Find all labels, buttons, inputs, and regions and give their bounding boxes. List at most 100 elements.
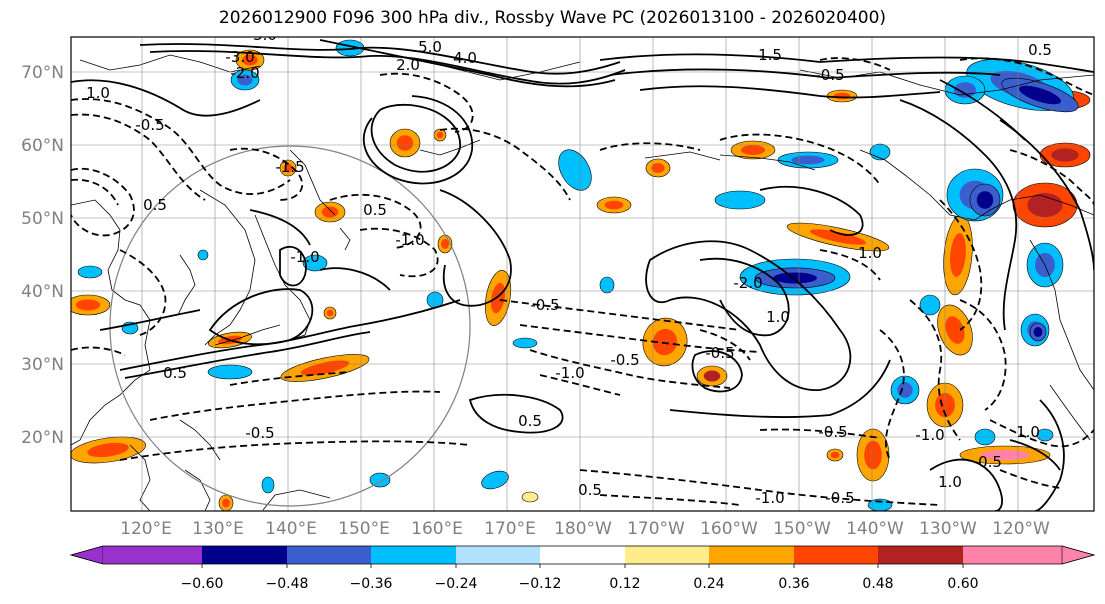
lon-label: 170°E: [484, 519, 536, 539]
divergence-blob-core: [950, 233, 966, 277]
map-frame: [70, 36, 1095, 512]
colorbar-tick-label: 0.36: [778, 576, 809, 592]
colorbar-tick-label: 0.12: [609, 576, 640, 592]
divergence-blob-core: [873, 501, 887, 509]
divergence-blob-core: [651, 163, 665, 173]
lon-label: 120°W: [992, 519, 1050, 539]
lat-label: 40°N: [21, 282, 64, 302]
divergence-blob-core: [604, 200, 624, 210]
divergence-blob-core: [945, 316, 965, 344]
contour-label: -0.5: [530, 296, 559, 314]
contour-label: 0.5: [363, 201, 387, 219]
latitude-labels: 70°N 60°N 50°N 40°N 30°N 20°N: [21, 63, 64, 448]
divergence-blob-core: [200, 252, 206, 258]
contour-label: 0.5: [978, 453, 1002, 471]
divergence-blob-core: [703, 370, 721, 382]
contour-label: -1.5: [275, 158, 304, 176]
lon-label: 160°E: [411, 519, 463, 539]
colorbar-tick-label: −0.36: [350, 576, 393, 592]
divergence-blob-core: [83, 268, 97, 276]
lat-label: 20°N: [21, 428, 64, 448]
divergence-blob-core: [652, 328, 678, 356]
contour-label: -1.0: [915, 426, 944, 444]
colorbar-labels: −0.60 −0.48 −0.36 −0.24 −0.12 0.12 0.24 …: [181, 576, 979, 592]
lon-label: 120°E: [120, 519, 172, 539]
divergence-blob-core: [308, 258, 322, 268]
contour-label: -0.5: [135, 116, 164, 134]
divergence-blob-core: [525, 494, 535, 500]
divergence-blob-core: [326, 309, 334, 317]
colorbar-segment: [202, 546, 287, 564]
colorbar-segment: [103, 546, 202, 564]
divergence-blob-core: [874, 147, 886, 157]
divergence-blob-core: [1018, 85, 1062, 105]
lon-label: 180°W: [554, 519, 612, 539]
lon-label: 150°E: [338, 519, 390, 539]
contour-label: -0.5: [825, 489, 854, 507]
colorbar-extend-max: [1061, 545, 1096, 565]
colorbar-segment: [287, 546, 371, 564]
map-content: 5.04.02.01.0-1.5-0.50.5-1.03.0-3.0-2.01.…: [71, 26, 1094, 511]
colorbar-segment: [709, 546, 794, 564]
divergence-blob-core: [222, 498, 230, 508]
divergence-blob-core: [565, 158, 585, 182]
contour-label: 0.5: [518, 412, 542, 430]
contour-label: 1.0: [1016, 423, 1040, 441]
contour-label: 0.5: [163, 364, 187, 382]
divergence-blob-core: [436, 131, 444, 139]
divergence-blob-core: [321, 206, 339, 218]
contour-label: -1.0: [290, 248, 319, 266]
colorbar-tick-label: −0.48: [266, 576, 309, 592]
divergence-blob-core: [726, 195, 754, 205]
divergence-blob-core: [897, 382, 913, 398]
longitude-labels: 120°E 130°E 140°E 150°E 160°E 170°E 180°…: [120, 519, 1050, 539]
contour-label: -1.0: [555, 364, 584, 382]
divergence-blob-core: [740, 145, 766, 155]
divergence-blob-core: [1033, 327, 1043, 337]
divergence-blob-core: [1027, 192, 1063, 218]
divergence-blob-core: [242, 54, 258, 66]
divergence-blob-core: [490, 282, 506, 314]
divergence-blob-core: [518, 340, 532, 346]
contour-label: 4.0: [453, 49, 477, 67]
reference-circle: [109, 145, 471, 507]
contour-label: 1.0: [858, 244, 882, 262]
contour-label: 2.0: [396, 56, 420, 74]
lon-label: 140°W: [846, 519, 904, 539]
colorbar-tick-label: −0.12: [519, 576, 562, 592]
lon-label: 160°W: [700, 519, 758, 539]
contour-label: -2.0: [733, 274, 762, 292]
divergence-blob-core: [75, 299, 101, 311]
divergence-blob-core: [374, 476, 386, 484]
contour-label: 1.0: [86, 84, 110, 102]
lat-label: 70°N: [21, 63, 64, 83]
contour-label: -1.0: [755, 489, 784, 507]
contour-label: -0.5: [705, 344, 734, 362]
divergence-blob-core: [487, 475, 503, 485]
divergence-blob-core: [791, 155, 825, 165]
colorbar-segment: [878, 546, 963, 564]
contour-label: 1.5: [758, 46, 782, 64]
divergence-blob-core: [264, 480, 272, 490]
divergence-blob-core: [830, 451, 840, 459]
divergence-blob-core: [1040, 431, 1050, 439]
contour-label: 0.5: [143, 196, 167, 214]
colorbar-tick-label: 0.60: [947, 576, 978, 592]
divergence-blob-core: [441, 239, 449, 249]
colorbar-segment: [963, 546, 1062, 564]
lon-label: 170°W: [627, 519, 685, 539]
lon-label: 130°E: [192, 519, 244, 539]
divergence-blob-core: [217, 368, 243, 376]
contour-label: 3.0: [253, 26, 277, 44]
divergence-blob-core: [864, 440, 882, 470]
map-area: [71, 37, 1094, 511]
lat-label: 50°N: [21, 209, 64, 229]
lon-label: 130°W: [919, 519, 977, 539]
negative-contours: [71, 57, 1094, 506]
colorbar-outline: [69, 545, 1096, 565]
divergence-blob-core: [810, 229, 866, 245]
lon-label: 140°E: [265, 519, 317, 539]
contour-label: -0.5: [815, 66, 844, 84]
contour-label: 5.0: [418, 38, 442, 56]
divergence-blob-core: [603, 280, 611, 290]
